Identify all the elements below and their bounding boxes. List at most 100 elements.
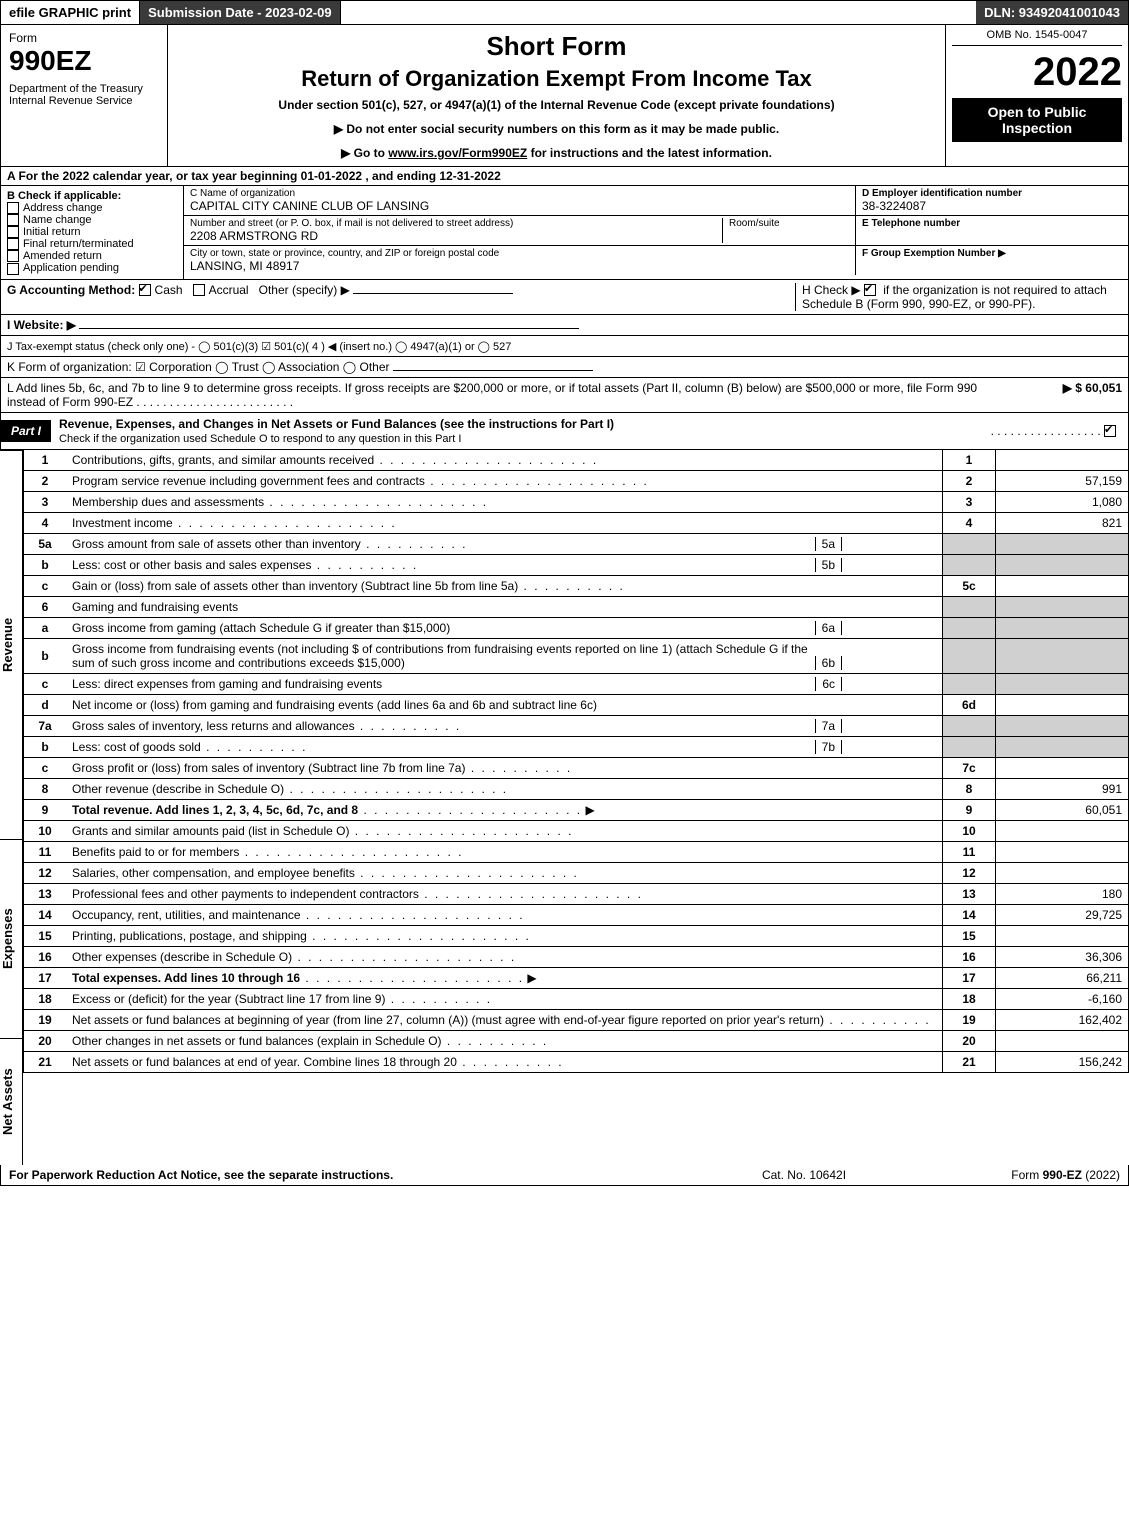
e-phone-block: E Telephone number [856,216,1128,246]
g-other-input[interactable] [353,293,513,294]
submission-date: Submission Date - 2023-02-09 [140,1,341,24]
chk-cash[interactable] [139,284,151,296]
row-j-status: J Tax-exempt status (check only one) - ◯… [0,336,1129,357]
short-form-title: Short Form [176,31,937,62]
lines-table: 1Contributions, gifts, grants, and simil… [23,450,1129,1073]
d-ein-label: D Employer identification number [862,188,1122,199]
d-ein-block: D Employer identification number 38-3224… [856,186,1128,216]
chk-final-return[interactable]: Final return/terminated [7,238,177,250]
part1-endcheck: . . . . . . . . . . . . . . . . . [983,420,1128,442]
line-9: 9Total revenue. Add lines 1, 2, 3, 4, 5c… [24,799,1129,820]
form-word: Form [9,31,159,45]
g-other-label: Other (specify) ▶ [259,283,350,297]
street-label: Number and street (or P. O. box, if mail… [190,218,722,229]
lines-wrapper: Revenue Expenses Net Assets 1Contributio… [0,450,1129,1165]
line-21: 21Net assets or fund balances at end of … [24,1051,1129,1072]
goto-line: ▶ Go to www.irs.gov/Form990EZ for instru… [176,146,937,160]
header-right: OMB No. 1545-0047 2022 Open to Public In… [946,25,1128,166]
row-l-gross: L Add lines 5b, 6c, and 7b to line 9 to … [0,378,1129,413]
website-input[interactable] [79,328,579,329]
h-pre: H Check ▶ [802,283,864,297]
topbar-spacer [341,1,977,24]
chk-accrual[interactable] [193,284,205,296]
chk-application-pending-label: Application pending [23,262,119,274]
street-block: Number and street (or P. O. box, if mail… [184,216,856,246]
page-footer: For Paperwork Reduction Act Notice, see … [0,1165,1129,1186]
row-k-orgform: K Form of organization: ☑ Corporation ◯ … [0,357,1129,378]
chk-initial-return-label: Initial return [23,226,80,238]
efile-label[interactable]: efile GRAPHIC print [1,1,140,24]
line-5c: cGain or (loss) from sale of assets othe… [24,575,1129,596]
chk-cash-label: Cash [155,283,183,297]
line-6a: aGross income from gaming (attach Schedu… [24,617,1129,638]
f-group-block: F Group Exemption Number ▶ [856,246,1128,275]
line-5b: bLess: cost or other basis and sales exp… [24,554,1129,575]
line-6b: bGross income from fundraising events (n… [24,638,1129,673]
line-17: 17Total expenses. Add lines 10 through 1… [24,967,1129,988]
line-16: 16Other expenses (describe in Schedule O… [24,946,1129,967]
i-label: I Website: ▶ [7,318,76,332]
chk-amended-return[interactable]: Amended return [7,250,177,262]
line-13: 13Professional fees and other payments t… [24,883,1129,904]
line-4: 4Investment income4821 [24,512,1129,533]
chk-name-change[interactable]: Name change [7,214,177,226]
line-15: 15Printing, publications, postage, and s… [24,925,1129,946]
city-label: City or town, state or province, country… [190,248,849,259]
street-value: 2208 ARMSTRONG RD [190,229,722,243]
form-subtitle: Under section 501(c), 527, or 4947(a)(1)… [176,98,937,112]
chk-final-return-label: Final return/terminated [23,238,134,250]
line-8: 8Other revenue (describe in Schedule O)8… [24,778,1129,799]
e-phone-label: E Telephone number [862,218,1122,229]
col-b-checkboxes: B Check if applicable: Address change Na… [1,186,184,279]
line-12: 12Salaries, other compensation, and empl… [24,862,1129,883]
part1-sub: Check if the organization used Schedule … [59,433,461,445]
line-7c: cGross profit or (loss) from sales of in… [24,757,1129,778]
line-6: 6Gaming and fundraising events [24,596,1129,617]
chk-application-pending[interactable]: Application pending [7,262,177,274]
row-g-h: G Accounting Method: Cash Accrual Other … [0,280,1129,315]
footer-left: For Paperwork Reduction Act Notice, see … [1,1165,696,1185]
dept-label: Department of the Treasury Internal Reve… [9,83,159,107]
g-accounting: G Accounting Method: Cash Accrual Other … [7,283,795,311]
goto-post: for instructions and the latest informat… [527,146,772,160]
ssn-warning: ▶ Do not enter social security numbers o… [176,122,937,136]
c-name-label: C Name of organization [190,188,849,199]
chk-name-change-label: Name change [23,214,92,226]
irs-link[interactable]: www.irs.gov/Form990EZ [388,146,527,160]
row-a-taxyear: A For the 2022 calendar year, or tax yea… [0,167,1129,186]
form-number: 990EZ [9,45,159,77]
room-label: Room/suite [729,218,849,229]
chk-address-change[interactable]: Address change [7,202,177,214]
c-name-block: C Name of organization CAPITAL CITY CANI… [184,186,856,216]
col-cdef: C Name of organization CAPITAL CITY CANI… [184,186,1128,279]
line-20: 20Other changes in net assets or fund ba… [24,1030,1129,1051]
line-14: 14Occupancy, rent, utilities, and mainte… [24,904,1129,925]
g-label: G Accounting Method: [7,283,139,297]
chk-part1-scho[interactable] [1104,425,1116,437]
part1-bar: Part I Revenue, Expenses, and Changes in… [0,413,1129,450]
header-left: Form 990EZ Department of the Treasury In… [1,25,168,166]
part1-title: Revenue, Expenses, and Changes in Net As… [51,413,983,449]
line-7a: 7aGross sales of inventory, less returns… [24,715,1129,736]
city-block: City or town, state or province, country… [184,246,856,275]
footer-formref: Form 990-EZ (2022) [912,1165,1128,1185]
chk-initial-return[interactable]: Initial return [7,226,177,238]
form-header: Form 990EZ Department of the Treasury In… [0,25,1129,167]
line-19: 19Net assets or fund balances at beginni… [24,1009,1129,1030]
open-to-public: Open to Public Inspection [952,98,1122,142]
city-value: LANSING, MI 48917 [190,259,849,273]
chk-accrual-label: Accrual [209,283,249,297]
goto-pre: ▶ Go to [341,146,388,160]
line-5a: 5aGross amount from sale of assets other… [24,533,1129,554]
f-group-label: F Group Exemption Number ▶ [862,248,1122,259]
row-i-website: I Website: ▶ [0,315,1129,336]
header-center: Short Form Return of Organization Exempt… [168,25,946,166]
l-text: L Add lines 5b, 6c, and 7b to line 9 to … [7,381,1002,409]
k-other-input[interactable] [393,370,593,371]
k-text: K Form of organization: ☑ Corporation ◯ … [7,360,390,374]
line-6d: dNet income or (loss) from gaming and fu… [24,694,1129,715]
line-18: 18Excess or (deficit) for the year (Subt… [24,988,1129,1009]
line-7b: bLess: cost of goods sold7b [24,736,1129,757]
section-identity: B Check if applicable: Address change Na… [0,186,1129,280]
chk-h[interactable] [864,284,876,296]
